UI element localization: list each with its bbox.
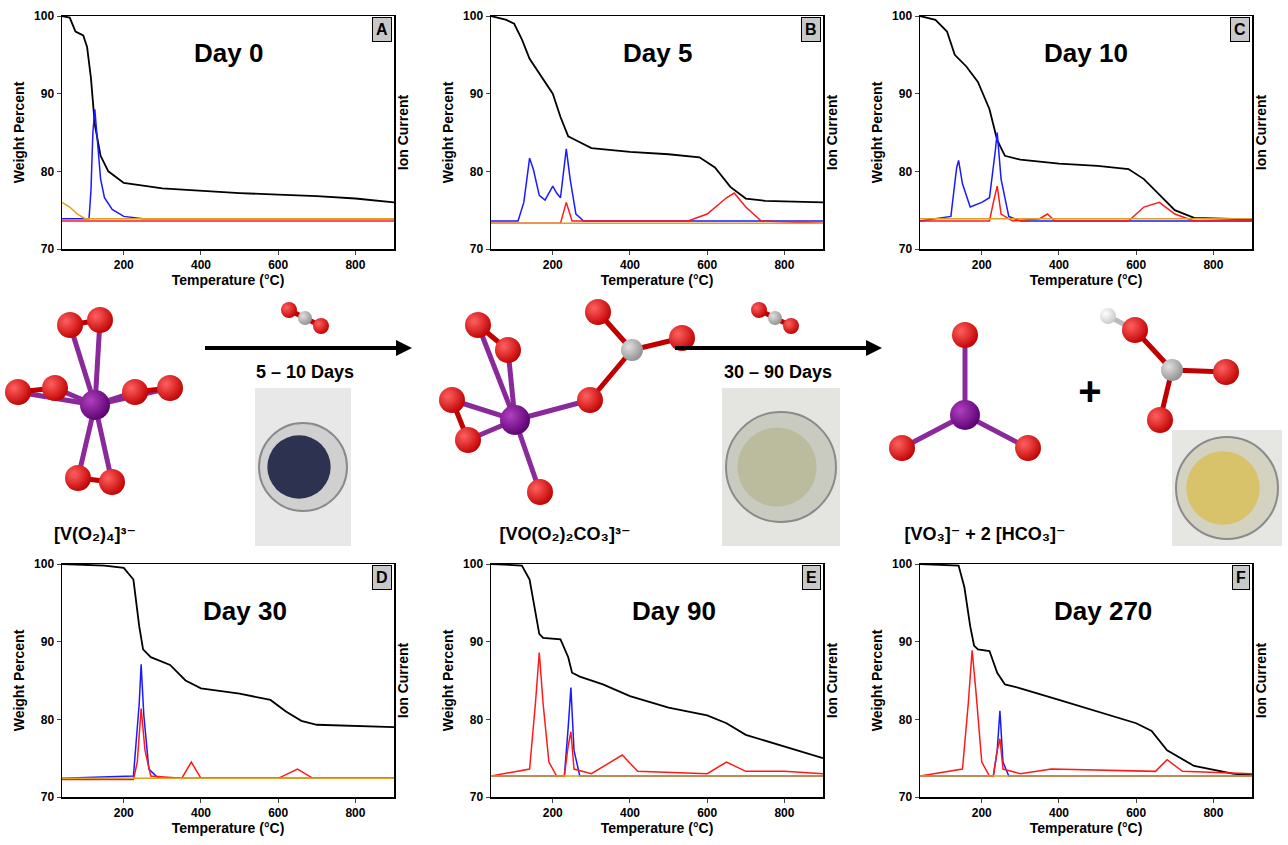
svg-text:C: C bbox=[1234, 21, 1246, 38]
svg-text:70: 70 bbox=[470, 790, 484, 804]
svg-text:800: 800 bbox=[1203, 806, 1223, 820]
svg-text:[VO(O₂)₂CO₃]³⁻: [VO(O₂)₂CO₃]³⁻ bbox=[500, 524, 631, 544]
svg-text:Temperature (°C): Temperature (°C) bbox=[1030, 272, 1143, 288]
svg-text:600: 600 bbox=[697, 258, 717, 272]
svg-text:100: 100 bbox=[463, 9, 483, 23]
svg-text:600: 600 bbox=[1126, 806, 1146, 820]
svg-text:100: 100 bbox=[892, 9, 912, 23]
svg-text:200: 200 bbox=[972, 258, 992, 272]
svg-text:200: 200 bbox=[114, 806, 134, 820]
svg-text:Temperature (°C): Temperature (°C) bbox=[601, 820, 714, 836]
svg-text:80: 80 bbox=[899, 713, 913, 727]
svg-text:Day 90: Day 90 bbox=[632, 596, 716, 626]
svg-text:80: 80 bbox=[470, 713, 484, 727]
svg-text:D: D bbox=[376, 569, 388, 586]
svg-text:F: F bbox=[1236, 569, 1246, 586]
svg-text:800: 800 bbox=[774, 806, 794, 820]
svg-text:800: 800 bbox=[774, 258, 794, 272]
svg-text:70: 70 bbox=[41, 242, 55, 256]
svg-text:[VO₃]⁻ + 2 [HCO₃]⁻: [VO₃]⁻ + 2 [HCO₃]⁻ bbox=[904, 524, 1065, 544]
svg-text:Ion Current: Ion Current bbox=[824, 642, 840, 718]
svg-text:Ion Current: Ion Current bbox=[1253, 94, 1269, 170]
svg-text:80: 80 bbox=[470, 165, 484, 179]
svg-text:80: 80 bbox=[899, 165, 913, 179]
svg-text:A: A bbox=[376, 21, 388, 38]
svg-text:80: 80 bbox=[41, 713, 55, 727]
svg-text:Ion Current: Ion Current bbox=[824, 94, 840, 170]
svg-text:Temperature (°C): Temperature (°C) bbox=[172, 272, 285, 288]
svg-text:400: 400 bbox=[620, 258, 640, 272]
svg-text:100: 100 bbox=[463, 557, 483, 571]
svg-text:Weight Percent: Weight Percent bbox=[11, 629, 27, 731]
svg-text:Weight Percent: Weight Percent bbox=[440, 629, 456, 731]
svg-text:90: 90 bbox=[899, 635, 913, 649]
svg-text:100: 100 bbox=[34, 557, 54, 571]
svg-text:400: 400 bbox=[1049, 258, 1069, 272]
svg-text:5 – 10 Days: 5 – 10 Days bbox=[256, 362, 354, 382]
svg-text:200: 200 bbox=[543, 806, 563, 820]
svg-text:30 – 90 Days: 30 – 90 Days bbox=[724, 362, 832, 382]
svg-text:400: 400 bbox=[1049, 806, 1069, 820]
svg-text:600: 600 bbox=[697, 806, 717, 820]
svg-text:70: 70 bbox=[41, 790, 55, 804]
svg-text:200: 200 bbox=[114, 258, 134, 272]
svg-text:E: E bbox=[806, 569, 817, 586]
svg-text:100: 100 bbox=[34, 9, 54, 23]
svg-text:90: 90 bbox=[41, 635, 55, 649]
svg-text:Day 5: Day 5 bbox=[623, 38, 692, 68]
svg-text:Day 30: Day 30 bbox=[203, 596, 287, 626]
svg-text:90: 90 bbox=[41, 87, 55, 101]
svg-text:Temperature (°C): Temperature (°C) bbox=[172, 820, 285, 836]
svg-text:Temperature (°C): Temperature (°C) bbox=[1030, 820, 1143, 836]
svg-text:Day 270: Day 270 bbox=[1054, 596, 1152, 626]
svg-text:400: 400 bbox=[620, 806, 640, 820]
svg-text:70: 70 bbox=[899, 242, 913, 256]
svg-text:800: 800 bbox=[1203, 258, 1223, 272]
svg-text:70: 70 bbox=[899, 790, 913, 804]
svg-text:600: 600 bbox=[268, 806, 288, 820]
svg-text:600: 600 bbox=[1126, 258, 1146, 272]
svg-text:Day 10: Day 10 bbox=[1044, 38, 1128, 68]
svg-text:Temperature (°C): Temperature (°C) bbox=[601, 272, 714, 288]
svg-text:+: + bbox=[1078, 369, 1101, 413]
svg-text:Ion Current: Ion Current bbox=[395, 642, 411, 718]
svg-text:B: B bbox=[805, 21, 817, 38]
svg-text:Ion Current: Ion Current bbox=[395, 94, 411, 170]
svg-text:800: 800 bbox=[345, 258, 365, 272]
svg-text:100: 100 bbox=[892, 557, 912, 571]
svg-text:200: 200 bbox=[972, 806, 992, 820]
svg-text:Weight Percent: Weight Percent bbox=[869, 629, 885, 731]
svg-text:Ion Current: Ion Current bbox=[1253, 642, 1269, 718]
svg-text:Weight Percent: Weight Percent bbox=[11, 81, 27, 183]
svg-text:[V(O₂)₄]³⁻: [V(O₂)₄]³⁻ bbox=[54, 524, 136, 544]
svg-text:200: 200 bbox=[543, 258, 563, 272]
svg-text:Weight Percent: Weight Percent bbox=[440, 81, 456, 183]
svg-text:Day 0: Day 0 bbox=[194, 38, 263, 68]
svg-text:80: 80 bbox=[41, 165, 55, 179]
svg-text:90: 90 bbox=[470, 635, 484, 649]
svg-text:800: 800 bbox=[345, 806, 365, 820]
svg-text:600: 600 bbox=[268, 258, 288, 272]
svg-text:Weight Percent: Weight Percent bbox=[869, 81, 885, 183]
svg-text:90: 90 bbox=[899, 87, 913, 101]
svg-text:400: 400 bbox=[191, 258, 211, 272]
svg-text:90: 90 bbox=[470, 87, 484, 101]
svg-text:70: 70 bbox=[470, 242, 484, 256]
svg-text:400: 400 bbox=[191, 806, 211, 820]
